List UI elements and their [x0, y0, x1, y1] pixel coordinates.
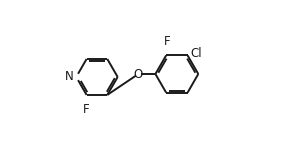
Text: Cl: Cl	[191, 47, 202, 60]
Text: F: F	[164, 35, 170, 48]
Text: O: O	[134, 67, 143, 81]
Text: F: F	[83, 103, 90, 116]
Text: N: N	[65, 70, 73, 83]
